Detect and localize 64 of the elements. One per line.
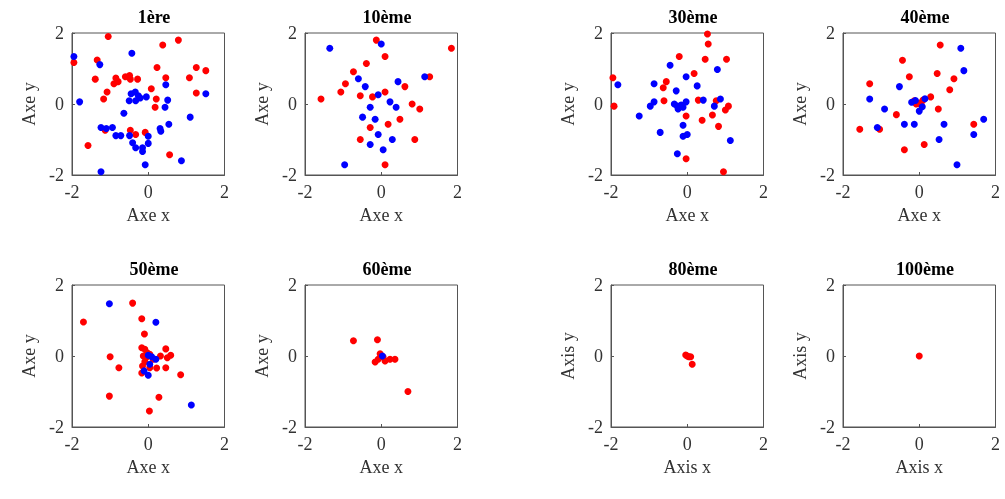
x-tick-label: 0 <box>914 434 924 454</box>
y-tick-label: 0 <box>55 94 64 114</box>
y-tick-label: 2 <box>55 275 64 295</box>
y-tick-label: 2 <box>288 23 297 43</box>
y-tick-label: 2 <box>594 275 603 295</box>
y-tick-label: 2 <box>826 23 835 43</box>
x-tick-label: 2 <box>220 434 229 454</box>
y-tick-label: -2 <box>282 417 297 437</box>
x-axis-title: Axis x <box>895 456 944 477</box>
y-tick-label: 2 <box>55 23 64 43</box>
y-tick-label: -2 <box>49 417 64 437</box>
x-axis-title: Axe x <box>359 204 403 225</box>
chart-title: 50ème <box>129 259 179 279</box>
chart-title: 40ème <box>900 7 950 27</box>
x-axis-title: Axe x <box>665 204 709 225</box>
x-tick-label: 0 <box>914 182 924 202</box>
x-tick-label: 0 <box>376 434 386 454</box>
y-axis-title: Axe y <box>19 82 39 126</box>
y-axis-title: Axis y <box>790 332 810 380</box>
y-tick-label: 0 <box>288 346 297 366</box>
y-tick-label: 0 <box>826 346 835 366</box>
x-tick-label: 0 <box>682 182 692 202</box>
y-tick-label: -2 <box>588 417 603 437</box>
chart-title: 60ème <box>362 259 412 279</box>
x-tick-label: 0 <box>682 434 692 454</box>
x-axis-title: Axe x <box>126 204 170 225</box>
y-tick-label: -2 <box>282 165 297 185</box>
x-axis-title: Axe x <box>897 204 941 225</box>
chart-title: 100ème <box>896 259 954 279</box>
y-axis-title: Axe y <box>558 82 578 126</box>
x-axis-title: Axis x <box>663 456 712 477</box>
x-tick-label: 2 <box>759 182 768 202</box>
y-axis-title: Axe y <box>790 82 810 126</box>
chart-title: 10ème <box>362 7 412 27</box>
x-tick-label: 0 <box>376 182 386 202</box>
y-tick-label: 2 <box>594 23 603 43</box>
x-tick-label: 2 <box>759 434 768 454</box>
x-axis-title: Axe x <box>126 456 170 477</box>
y-axis-title: Axe y <box>252 82 272 126</box>
y-axis-title: Axe y <box>252 334 272 378</box>
y-tick-label: 2 <box>288 275 297 295</box>
x-tick-label: 2 <box>453 434 462 454</box>
x-axis-title: Axe x <box>359 456 403 477</box>
y-tick-label: 2 <box>826 275 835 295</box>
x-tick-label: 0 <box>143 182 153 202</box>
chart-title: 80ème <box>668 259 718 279</box>
y-tick-label: -2 <box>820 165 835 185</box>
y-axis-title: Axis y <box>558 332 578 380</box>
x-tick-label: 2 <box>453 182 462 202</box>
y-tick-label: 0 <box>594 94 603 114</box>
y-tick-label: -2 <box>588 165 603 185</box>
y-tick-label: 0 <box>288 94 297 114</box>
y-tick-label: 0 <box>55 346 64 366</box>
x-tick-label: 2 <box>991 182 1000 202</box>
x-tick-label: 2 <box>220 182 229 202</box>
y-tick-label: 0 <box>594 346 603 366</box>
y-tick-label: -2 <box>820 417 835 437</box>
x-tick-label: 2 <box>991 434 1000 454</box>
chart-title: 1ère <box>137 7 171 27</box>
y-tick-label: -2 <box>49 165 64 185</box>
y-axis-title: Axe y <box>19 334 39 378</box>
y-tick-label: 0 <box>826 94 835 114</box>
x-tick-label: 0 <box>143 434 153 454</box>
chart-title: 30ème <box>668 7 718 27</box>
